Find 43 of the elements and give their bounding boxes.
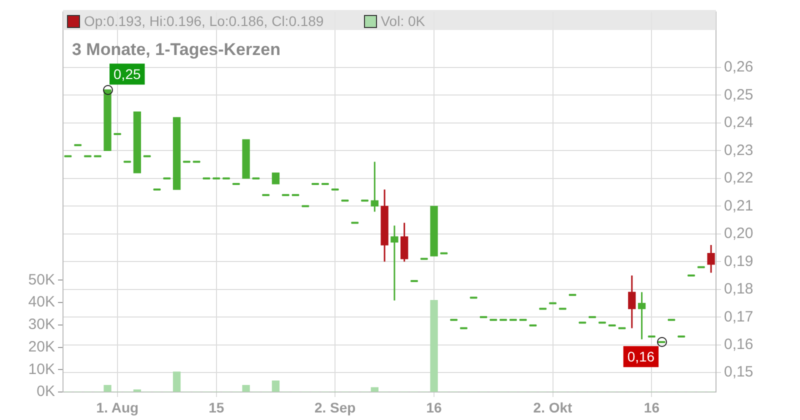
y-tick-label: 0,19 bbox=[724, 252, 754, 270]
y2-tick-label: 40K bbox=[28, 294, 55, 311]
y2-tick-label: 10K bbox=[28, 360, 55, 378]
y-tick-label: 0,24 bbox=[724, 114, 754, 132]
candlestick bbox=[370, 161, 378, 212]
x-tick-label: 1. Aug bbox=[96, 399, 139, 416]
annotation: 0,16 bbox=[627, 348, 655, 364]
y2-tick-label: 30K bbox=[28, 316, 55, 334]
bar bbox=[172, 372, 181, 392]
y-tick-label: 0,20 bbox=[724, 225, 754, 242]
y-tick-label: 0,25 bbox=[724, 86, 754, 104]
y-tick-label: 0,16 bbox=[724, 336, 754, 353]
text: 3 Monate, 1-Tages-Kerzen bbox=[72, 40, 280, 59]
y-tick-label: 0,23 bbox=[724, 142, 754, 159]
x-tick-label: 15 bbox=[208, 399, 224, 416]
y-tick-label: 0,17 bbox=[724, 308, 754, 326]
candlestick bbox=[707, 244, 715, 274]
x-tick-label: 2. Sep bbox=[314, 399, 356, 416]
candlestick bbox=[400, 222, 408, 262]
annotation: 0,25 bbox=[114, 66, 141, 82]
bar bbox=[242, 384, 250, 392]
y-tick-label: 0,26 bbox=[724, 58, 754, 76]
bar bbox=[133, 389, 142, 392]
candlestick bbox=[390, 224, 398, 302]
y2-tick-label: 0K bbox=[36, 383, 55, 400]
x-tick-label: 16 bbox=[644, 399, 660, 416]
y-tick-label: 0,22 bbox=[724, 170, 754, 187]
y2-tick-label: 20K bbox=[28, 338, 55, 356]
x-tick-label: 16 bbox=[426, 399, 442, 416]
annotation: Op:0.193, Hi:0.196, Lo:0.186, Cl:0.189 bbox=[84, 12, 324, 32]
bar bbox=[430, 300, 438, 392]
bar bbox=[272, 380, 280, 392]
candlestick bbox=[638, 291, 646, 340]
x-tick-label: 2. Okt bbox=[533, 399, 573, 416]
bar bbox=[370, 387, 378, 392]
candlestick bbox=[628, 274, 636, 329]
bar bbox=[104, 384, 112, 392]
y-tick-label: 0,21 bbox=[724, 197, 754, 214]
annotation: Vol: 0K bbox=[380, 12, 426, 32]
candlestick bbox=[272, 172, 280, 184]
y-tick-label: 0,15 bbox=[724, 364, 754, 381]
y2-tick-label: 50K bbox=[28, 271, 55, 288]
y-tick-label: 0,18 bbox=[724, 280, 754, 298]
